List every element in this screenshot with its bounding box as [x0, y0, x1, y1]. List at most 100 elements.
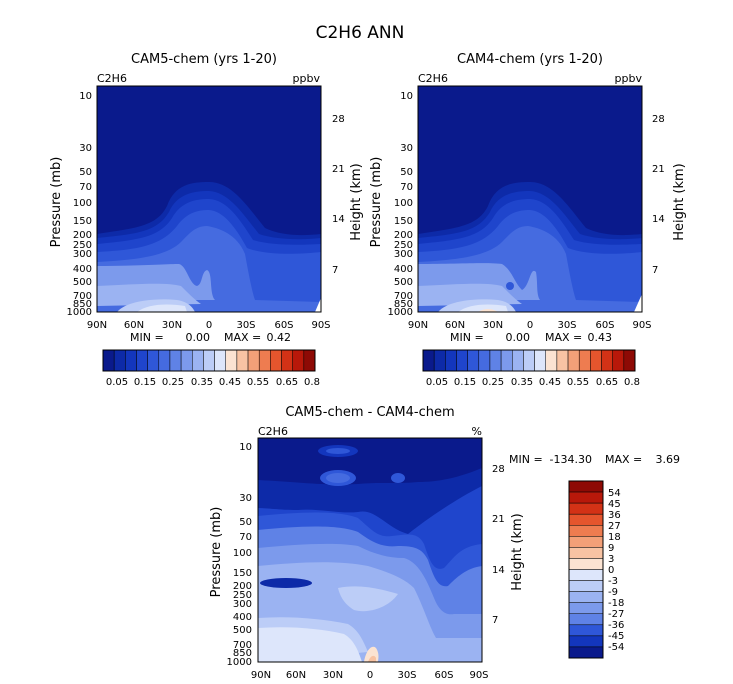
y-tick-label: 700 [233, 640, 252, 651]
x-tick-label: 0 [367, 670, 373, 681]
y-tick-label: 700 [394, 291, 413, 302]
colorbar-swatch [567, 349, 580, 372]
stats: MIN = -134.30 MAX = 3.69 [509, 453, 680, 466]
x-tick-label: 30S [397, 670, 416, 681]
colorbar-label: 27 [608, 521, 621, 532]
colorbar-label: -36 [608, 620, 624, 631]
colorbar-swatch [568, 613, 604, 626]
plot-frame [96, 85, 322, 313]
max-value: 0.43 [588, 331, 613, 344]
x-tick-label: 90S [311, 320, 330, 331]
colorbar: 0.05 0.15 0.25 0.35 0.45 0.55 0.65 0.8 [102, 349, 320, 388]
y2-axis: 28 21 14 7 [652, 114, 665, 276]
min-value: -134.30 [550, 453, 592, 466]
colorbar-frame [102, 349, 316, 372]
x-tick-label: 0 [527, 320, 533, 331]
y-tick-label: 30 [79, 143, 92, 154]
colorbar-swatch [568, 591, 604, 603]
y-tick-label: 150 [73, 216, 92, 227]
x-axis: 90N 60N 30N 0 30S 60S 90S [251, 670, 489, 681]
colorbar-swatch [568, 569, 604, 581]
colorbar-swatch [568, 513, 604, 526]
colorbar-swatch [578, 349, 591, 372]
x-tick-label: 90N [251, 670, 271, 681]
y-tick-label: 300 [73, 249, 92, 260]
y-axis-title: Pressure (mb) [369, 157, 384, 248]
y-tick-label: 700 [73, 291, 92, 302]
colorbar-swatch [422, 349, 435, 372]
colorbar-swatch [545, 349, 558, 372]
y2-axis-title: Height (km) [510, 513, 525, 590]
y2-axis: 28 21 14 7 [332, 114, 345, 276]
y-tick-label: 30 [400, 143, 413, 154]
plot-area [418, 86, 642, 312]
y2-tick-label: 7 [652, 265, 658, 276]
species-label: C2H6 [97, 72, 127, 85]
colorbar-swatch [534, 349, 546, 372]
colorbar-swatch [601, 349, 613, 372]
colorbar-swatch [225, 349, 238, 372]
figure-title: C2H6 ANN [316, 23, 405, 43]
colorbar-swatches [568, 480, 604, 659]
colorbar-label: 0.05 [106, 377, 128, 388]
colorbar-swatches [422, 349, 636, 372]
y-tick-label: 400 [394, 264, 413, 275]
y-tick-label: 850 [233, 648, 252, 659]
y-tick-label: 1000 [227, 657, 252, 668]
y2-tick-label: 28 [332, 114, 345, 125]
min-label: MIN = [130, 331, 164, 344]
colorbar-label: 0.8 [624, 377, 640, 388]
y-tick-label: 150 [394, 216, 413, 227]
max-value: 3.69 [656, 453, 681, 466]
x-tick-label: 0 [206, 320, 212, 331]
y-tick-label: 500 [394, 277, 413, 288]
y-tick-label: 500 [73, 277, 92, 288]
colorbar-label: 0.45 [219, 377, 241, 388]
colorbar-swatch [270, 349, 282, 372]
colorbar-swatch [568, 635, 604, 648]
y2-tick-label: 21 [332, 164, 345, 175]
y-tick-label: 200 [394, 230, 413, 241]
colorbar-swatch [180, 349, 193, 372]
y2-tick-label: 14 [332, 214, 345, 225]
max-value: 0.42 [267, 331, 292, 344]
stats: MIN = 0.00 MAX = 0.42 [130, 331, 291, 344]
y-tick-label: 150 [233, 568, 252, 579]
max-label: MAX = [545, 331, 582, 344]
y-tick-label: 250 [73, 240, 92, 251]
panel-title: CAM5-chem - CAM4-chem [285, 405, 454, 420]
colorbar-swatch [258, 349, 271, 372]
y-tick-label: 400 [233, 612, 252, 623]
colorbar-swatch [568, 624, 604, 637]
colorbar-swatch [523, 349, 535, 372]
colorbar-swatch [203, 349, 215, 372]
panel-cam5: CAM5-chem (yrs 1-20) C2H6 ppbv 90N 60N 3… [49, 52, 364, 388]
y-tick-label: 200 [233, 581, 252, 592]
plot-frame [417, 85, 643, 313]
colorbar-swatch [612, 349, 625, 372]
colorbar-swatch [568, 646, 604, 659]
y-tick-label: 70 [239, 532, 252, 543]
x-tick-label: 30N [323, 670, 343, 681]
panel-difference: CAM5-chem - CAM4-chem C2H6 % 9 0 [209, 405, 680, 681]
unit-label: % [472, 425, 482, 438]
colorbar-swatch [568, 547, 604, 559]
colorbar-label: -9 [608, 587, 618, 598]
colorbar-label: 9 [608, 543, 614, 554]
colorbar-frame [568, 480, 604, 659]
y-axis: 10 30 50 70 100 150 200 250 300 400 500 … [227, 442, 252, 668]
x-tick-label: 60N [286, 670, 306, 681]
y-tick-label: 300 [394, 249, 413, 260]
colorbar-swatch [169, 349, 182, 372]
x-tick-label: 90N [87, 320, 107, 331]
colorbar-swatch [158, 349, 171, 372]
y-tick-label: 10 [79, 91, 92, 102]
y2-tick-label: 14 [652, 214, 665, 225]
x-tick-label: 90S [632, 320, 651, 331]
colorbar-label: 0.15 [454, 377, 476, 388]
colorbar-label: 0.25 [482, 377, 504, 388]
colorbar-swatch [489, 349, 502, 372]
colorbar-label: 0.15 [134, 377, 156, 388]
y-tick-label: 50 [400, 167, 413, 178]
